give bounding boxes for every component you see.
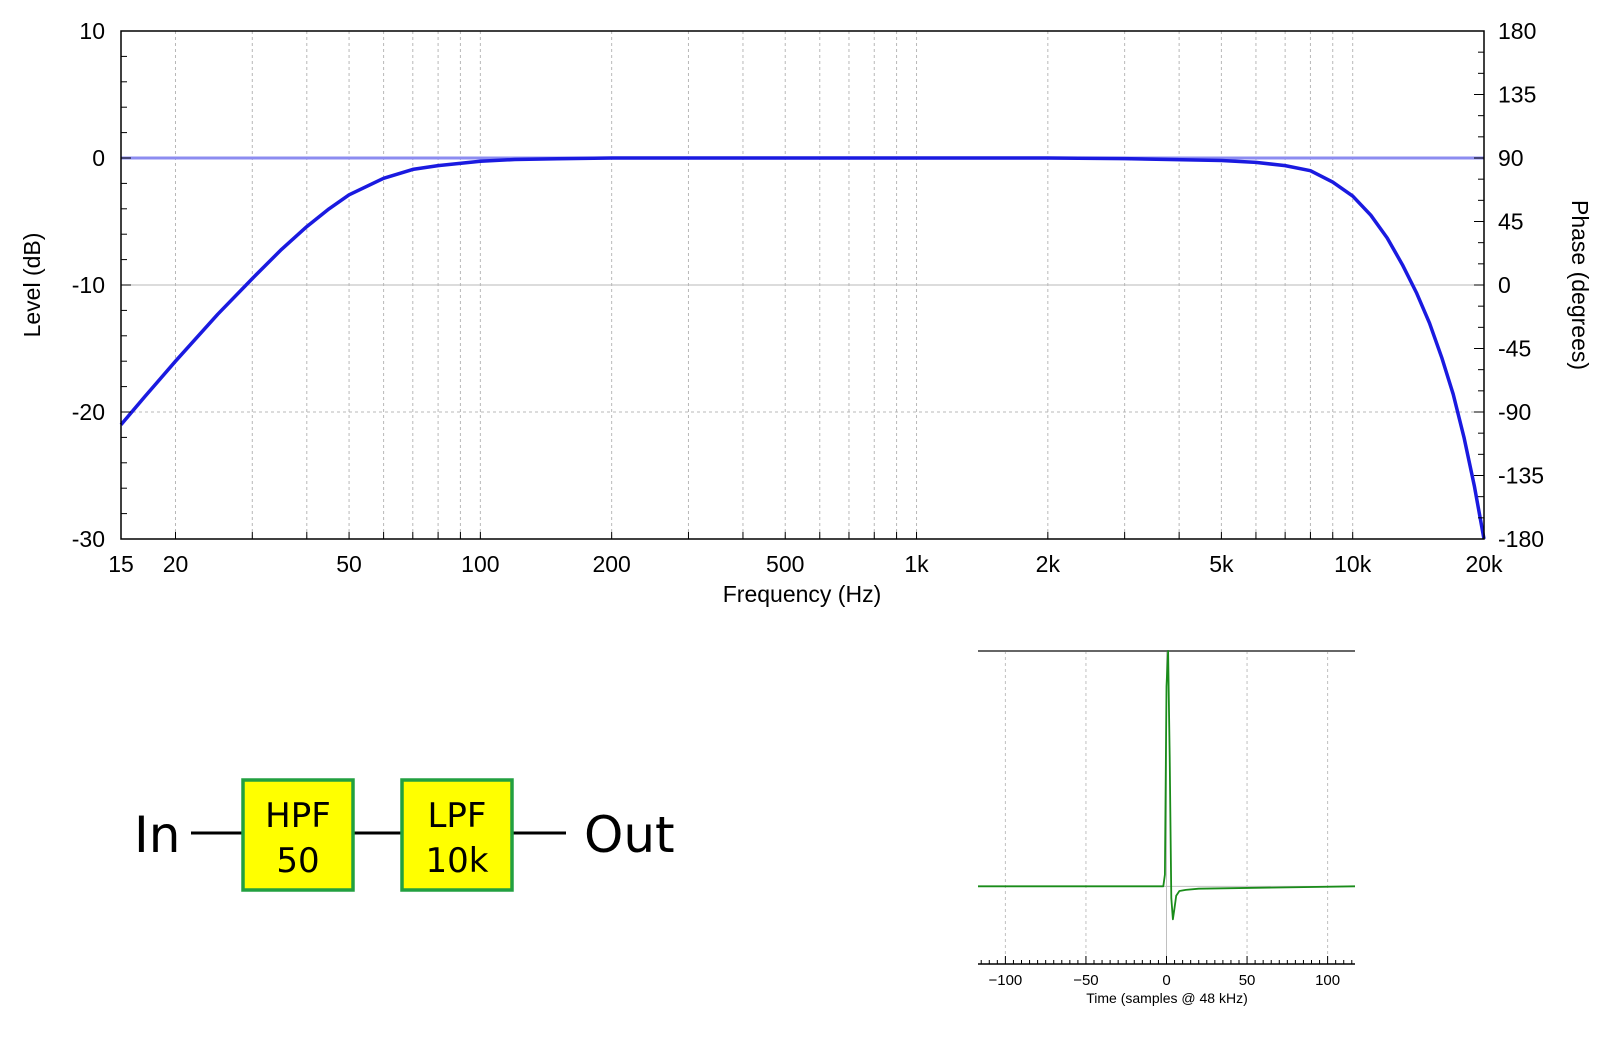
fr-x-tick-label: 50 bbox=[336, 551, 362, 577]
fr-y-tick-label: 0 bbox=[92, 145, 105, 171]
fr-y2-tick-label: 90 bbox=[1498, 145, 1524, 171]
hpf-block-title: HPF bbox=[265, 796, 331, 836]
fr-x-tick-label: 15 bbox=[108, 551, 134, 577]
ir-x-tick-label: 50 bbox=[1239, 972, 1256, 989]
fr-y2-tick-label: -90 bbox=[1498, 399, 1531, 425]
fr-grid bbox=[121, 31, 1484, 539]
fr-x-tick-labels: 15 20 50 100 200 500 1k 2k 5k 10k 20k bbox=[108, 551, 1503, 577]
ir-impulse-curve bbox=[978, 650, 1356, 921]
fr-y-tick-label: -20 bbox=[72, 399, 105, 425]
fr-y-axis-label: Level (dB) bbox=[19, 233, 45, 338]
ir-x-axis-label: Time (samples @ 48 kHz) bbox=[1086, 990, 1248, 1006]
input-label: In bbox=[134, 806, 180, 864]
fr-y2-tick-label: -135 bbox=[1498, 463, 1544, 489]
fr-x-tick-label: 10k bbox=[1334, 551, 1372, 577]
fr-y2-tick-label: 0 bbox=[1498, 272, 1511, 298]
fr-y2-tick-label: -180 bbox=[1498, 526, 1544, 552]
fr-x-tick-label: 20k bbox=[1465, 551, 1503, 577]
hpf-block bbox=[241, 778, 355, 892]
lpf-block-cutoff: 10k bbox=[426, 841, 489, 881]
impulse-response-chart: −100 −50 0 50 100 Time (samples @ 48 kHz) bbox=[978, 650, 1356, 1006]
lpf-block-title: LPF bbox=[427, 796, 486, 836]
fr-y2-tick-label: 135 bbox=[1498, 82, 1536, 108]
fr-y-tick-label: 10 bbox=[79, 18, 105, 44]
signal-chain-diagram: In Out HPF 50 LPF 10k bbox=[134, 778, 675, 892]
fr-x-tick-label: 5k bbox=[1209, 551, 1234, 577]
lpf-block bbox=[400, 778, 514, 892]
fr-x-tick-label: 20 bbox=[163, 551, 189, 577]
fr-y-tick-label: -30 bbox=[72, 526, 105, 552]
output-label: Out bbox=[584, 806, 675, 864]
fr-x-tick-label: 200 bbox=[592, 551, 630, 577]
ir-series bbox=[978, 650, 1356, 921]
fr-y2-tick-labels: 180 135 90 45 0 -45 -90 -135 -180 bbox=[1498, 18, 1544, 552]
fr-y-tick-labels: 10 0 -10 -20 -30 bbox=[72, 18, 105, 552]
fr-x-tick-label: 100 bbox=[461, 551, 499, 577]
fr-y2-tick-label: 180 bbox=[1498, 18, 1536, 44]
ir-ticks bbox=[980, 956, 1353, 964]
fr-x-tick-label: 500 bbox=[766, 551, 804, 577]
fr-series bbox=[119, 156, 1486, 540]
fr-ticks bbox=[121, 30, 1484, 540]
ir-x-tick-label: −50 bbox=[1073, 972, 1098, 989]
fr-x-tick-label: 2k bbox=[1036, 551, 1061, 577]
ir-x-tick-label: −100 bbox=[988, 972, 1022, 989]
frequency-response-chart: 15 20 50 100 200 500 1k 2k 5k 10k 20k 100-10-20-30… bbox=[19, 18, 1593, 607]
fr-y2-tick-label: 45 bbox=[1498, 209, 1524, 235]
ir-x-tick-label: 0 bbox=[1162, 972, 1170, 989]
ir-x-tick-label: 100 bbox=[1315, 972, 1340, 989]
ir-x-tick-labels: −100 −50 0 50 100 bbox=[988, 972, 1340, 989]
fr-y-tick-label: -10 bbox=[72, 272, 105, 298]
hpf-block-cutoff: 50 bbox=[276, 841, 319, 881]
fr-x-axis-label: Frequency (Hz) bbox=[723, 581, 881, 607]
fr-level-curve bbox=[119, 156, 1486, 540]
fr-x-tick-label: 1k bbox=[904, 551, 929, 577]
fr-y2-tick-label: -45 bbox=[1498, 336, 1531, 362]
fr-y2-axis-label: Phase (degrees) bbox=[1567, 200, 1593, 370]
